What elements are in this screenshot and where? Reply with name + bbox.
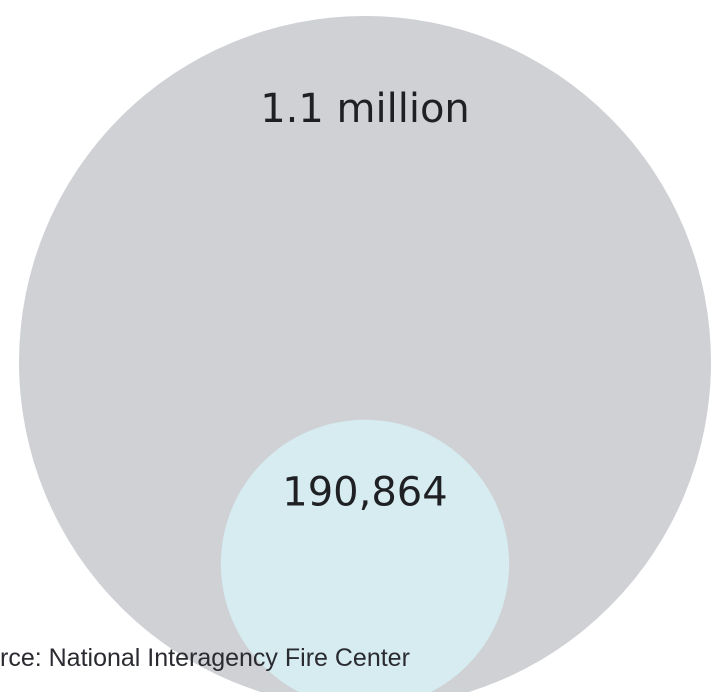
label-layer: 1.1 million 190,864 (260, 86, 470, 516)
bubble-subset (220, 419, 510, 692)
source-note: rce: National Interagency Fire Center (0, 644, 410, 672)
bubble-subset-label: 190,864 (282, 470, 447, 516)
bubble-layer (19, 16, 711, 692)
bubble-total (19, 16, 711, 692)
bubble-total-label: 1.1 million (260, 86, 470, 132)
